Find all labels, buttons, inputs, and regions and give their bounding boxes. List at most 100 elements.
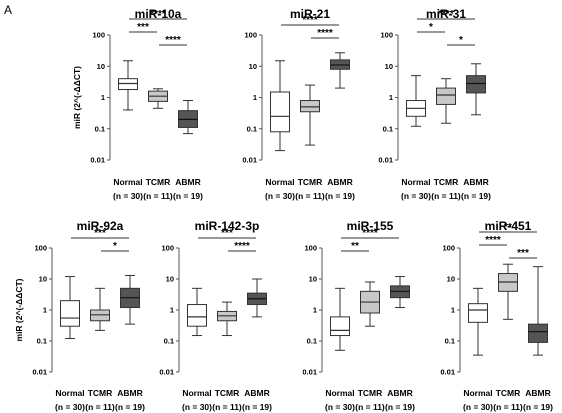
chart-title: miR-155 [347, 219, 394, 233]
n-label: (n = 11) [431, 191, 461, 201]
box-abmr [466, 63, 486, 116]
significance-label: **** [234, 241, 250, 252]
box-abmr [390, 276, 410, 309]
category-label: ABMR [327, 177, 353, 187]
y-tick-label: 10 [39, 275, 47, 284]
box-iqr [330, 316, 350, 337]
y-tick-label: 0.01 [302, 368, 317, 377]
category-label: ABMR [463, 177, 489, 187]
y-tick-label: 1 [101, 93, 105, 102]
box-normal [406, 75, 426, 127]
n-label: (n = 11) [212, 402, 242, 412]
significance-label: ** [351, 241, 359, 252]
significance-label: * [113, 241, 117, 252]
boxplot-mir-92a: miR-92a 100 10 1 0.1 0.01 miR (2^(-ΔΔCT) Normal… [14, 219, 145, 412]
box-tcmr [90, 287, 110, 331]
box-normal [187, 287, 207, 337]
y-tick-label: 10 [249, 62, 257, 71]
n-label: (n = 30) [55, 402, 85, 412]
category-label: ABMR [117, 388, 143, 398]
significance-label: *** [517, 248, 529, 259]
y-tick-label: 0.1 [37, 337, 47, 346]
significance-label: **** [485, 235, 501, 246]
chart-title: miR-10a [135, 7, 182, 21]
y-tick-label: 0.01 [90, 156, 105, 165]
y-tick-label: 10 [447, 275, 455, 284]
significance-label: **** [165, 35, 181, 46]
significance-label: ** [504, 222, 512, 233]
box-tcmr [217, 301, 237, 337]
category-label: ABMR [387, 388, 413, 398]
box-iqr [468, 303, 488, 323]
category-label: TCMR [215, 388, 240, 398]
chart-title: miR-451 [485, 219, 532, 233]
y-tick-label: 1 [451, 306, 455, 315]
category-label: Normal [401, 177, 430, 187]
box-iqr [187, 304, 207, 327]
n-label: (n = 11) [143, 191, 173, 201]
n-label: (n = 30) [182, 402, 212, 412]
y-tick-label: 0.01 [440, 368, 455, 377]
n-label: (n = 11) [85, 402, 115, 412]
category-label: Normal [55, 388, 84, 398]
n-label: (n = 30) [265, 191, 295, 201]
box-normal [118, 60, 138, 111]
box-tcmr [360, 281, 380, 327]
n-label: (n = 30) [325, 402, 355, 412]
y-tick-label: 1 [43, 306, 47, 315]
y-axis-label: miR (2^(-ΔΔCT) [72, 66, 82, 129]
y-tick-label: 100 [380, 31, 393, 40]
significance-label: *** [94, 228, 106, 239]
category-label: TCMR [358, 388, 383, 398]
y-tick-label: 1 [170, 306, 174, 315]
n-label: (n = 11) [295, 191, 325, 201]
n-label: (n = 19) [461, 191, 491, 201]
category-label: TCMR [434, 177, 459, 187]
chart-title: miR-92a [77, 219, 124, 233]
n-label: (n = 19) [173, 191, 203, 201]
category-label: Normal [113, 177, 142, 187]
chart-title: miR-31 [426, 7, 466, 21]
y-tick-label: 0.1 [307, 337, 317, 346]
significance-label: *** [137, 22, 149, 33]
y-tick-label: 0.01 [32, 368, 47, 377]
y-axis-label: miR (2^(-ΔΔCT) [14, 278, 24, 341]
box-normal [330, 287, 350, 351]
box-tcmr [498, 263, 518, 320]
category-label: Normal [463, 388, 492, 398]
box-abmr [528, 266, 548, 356]
y-tick-label: 0.01 [242, 156, 257, 165]
boxplot-mir-10a: miR-10a 100 10 1 0.1 0.01 miR (2^(-ΔΔCT) Normal… [72, 7, 203, 201]
y-tick-label: 10 [97, 62, 105, 71]
n-label: (n = 11) [355, 402, 385, 412]
significance-label: **** [317, 28, 333, 39]
category-label: TCMR [298, 177, 323, 187]
category-label: ABMR [244, 388, 270, 398]
significance-label: **** [438, 9, 454, 20]
y-tick-label: 100 [442, 244, 455, 253]
y-tick-label: 0.01 [378, 156, 393, 165]
category-label: Normal [265, 177, 294, 187]
y-tick-label: 10 [385, 62, 393, 71]
box-iqr [300, 100, 320, 113]
y-tick-label: 100 [34, 244, 47, 253]
n-label: (n = 30) [113, 191, 143, 201]
significance-label: * [459, 35, 463, 46]
box-iqr [466, 75, 486, 94]
box-abmr [247, 278, 267, 318]
n-label: (n = 30) [401, 191, 431, 201]
y-tick-label: 1 [313, 306, 317, 315]
n-label: (n = 19) [325, 191, 355, 201]
n-label: (n = 19) [115, 402, 145, 412]
y-tick-label: 0.1 [247, 124, 257, 133]
significance-label: **** [302, 15, 318, 26]
chart-title: miR-142-3p [195, 219, 260, 233]
box-abmr [178, 100, 198, 135]
y-tick-label: 0.1 [445, 337, 455, 346]
box-tcmr [300, 84, 320, 146]
